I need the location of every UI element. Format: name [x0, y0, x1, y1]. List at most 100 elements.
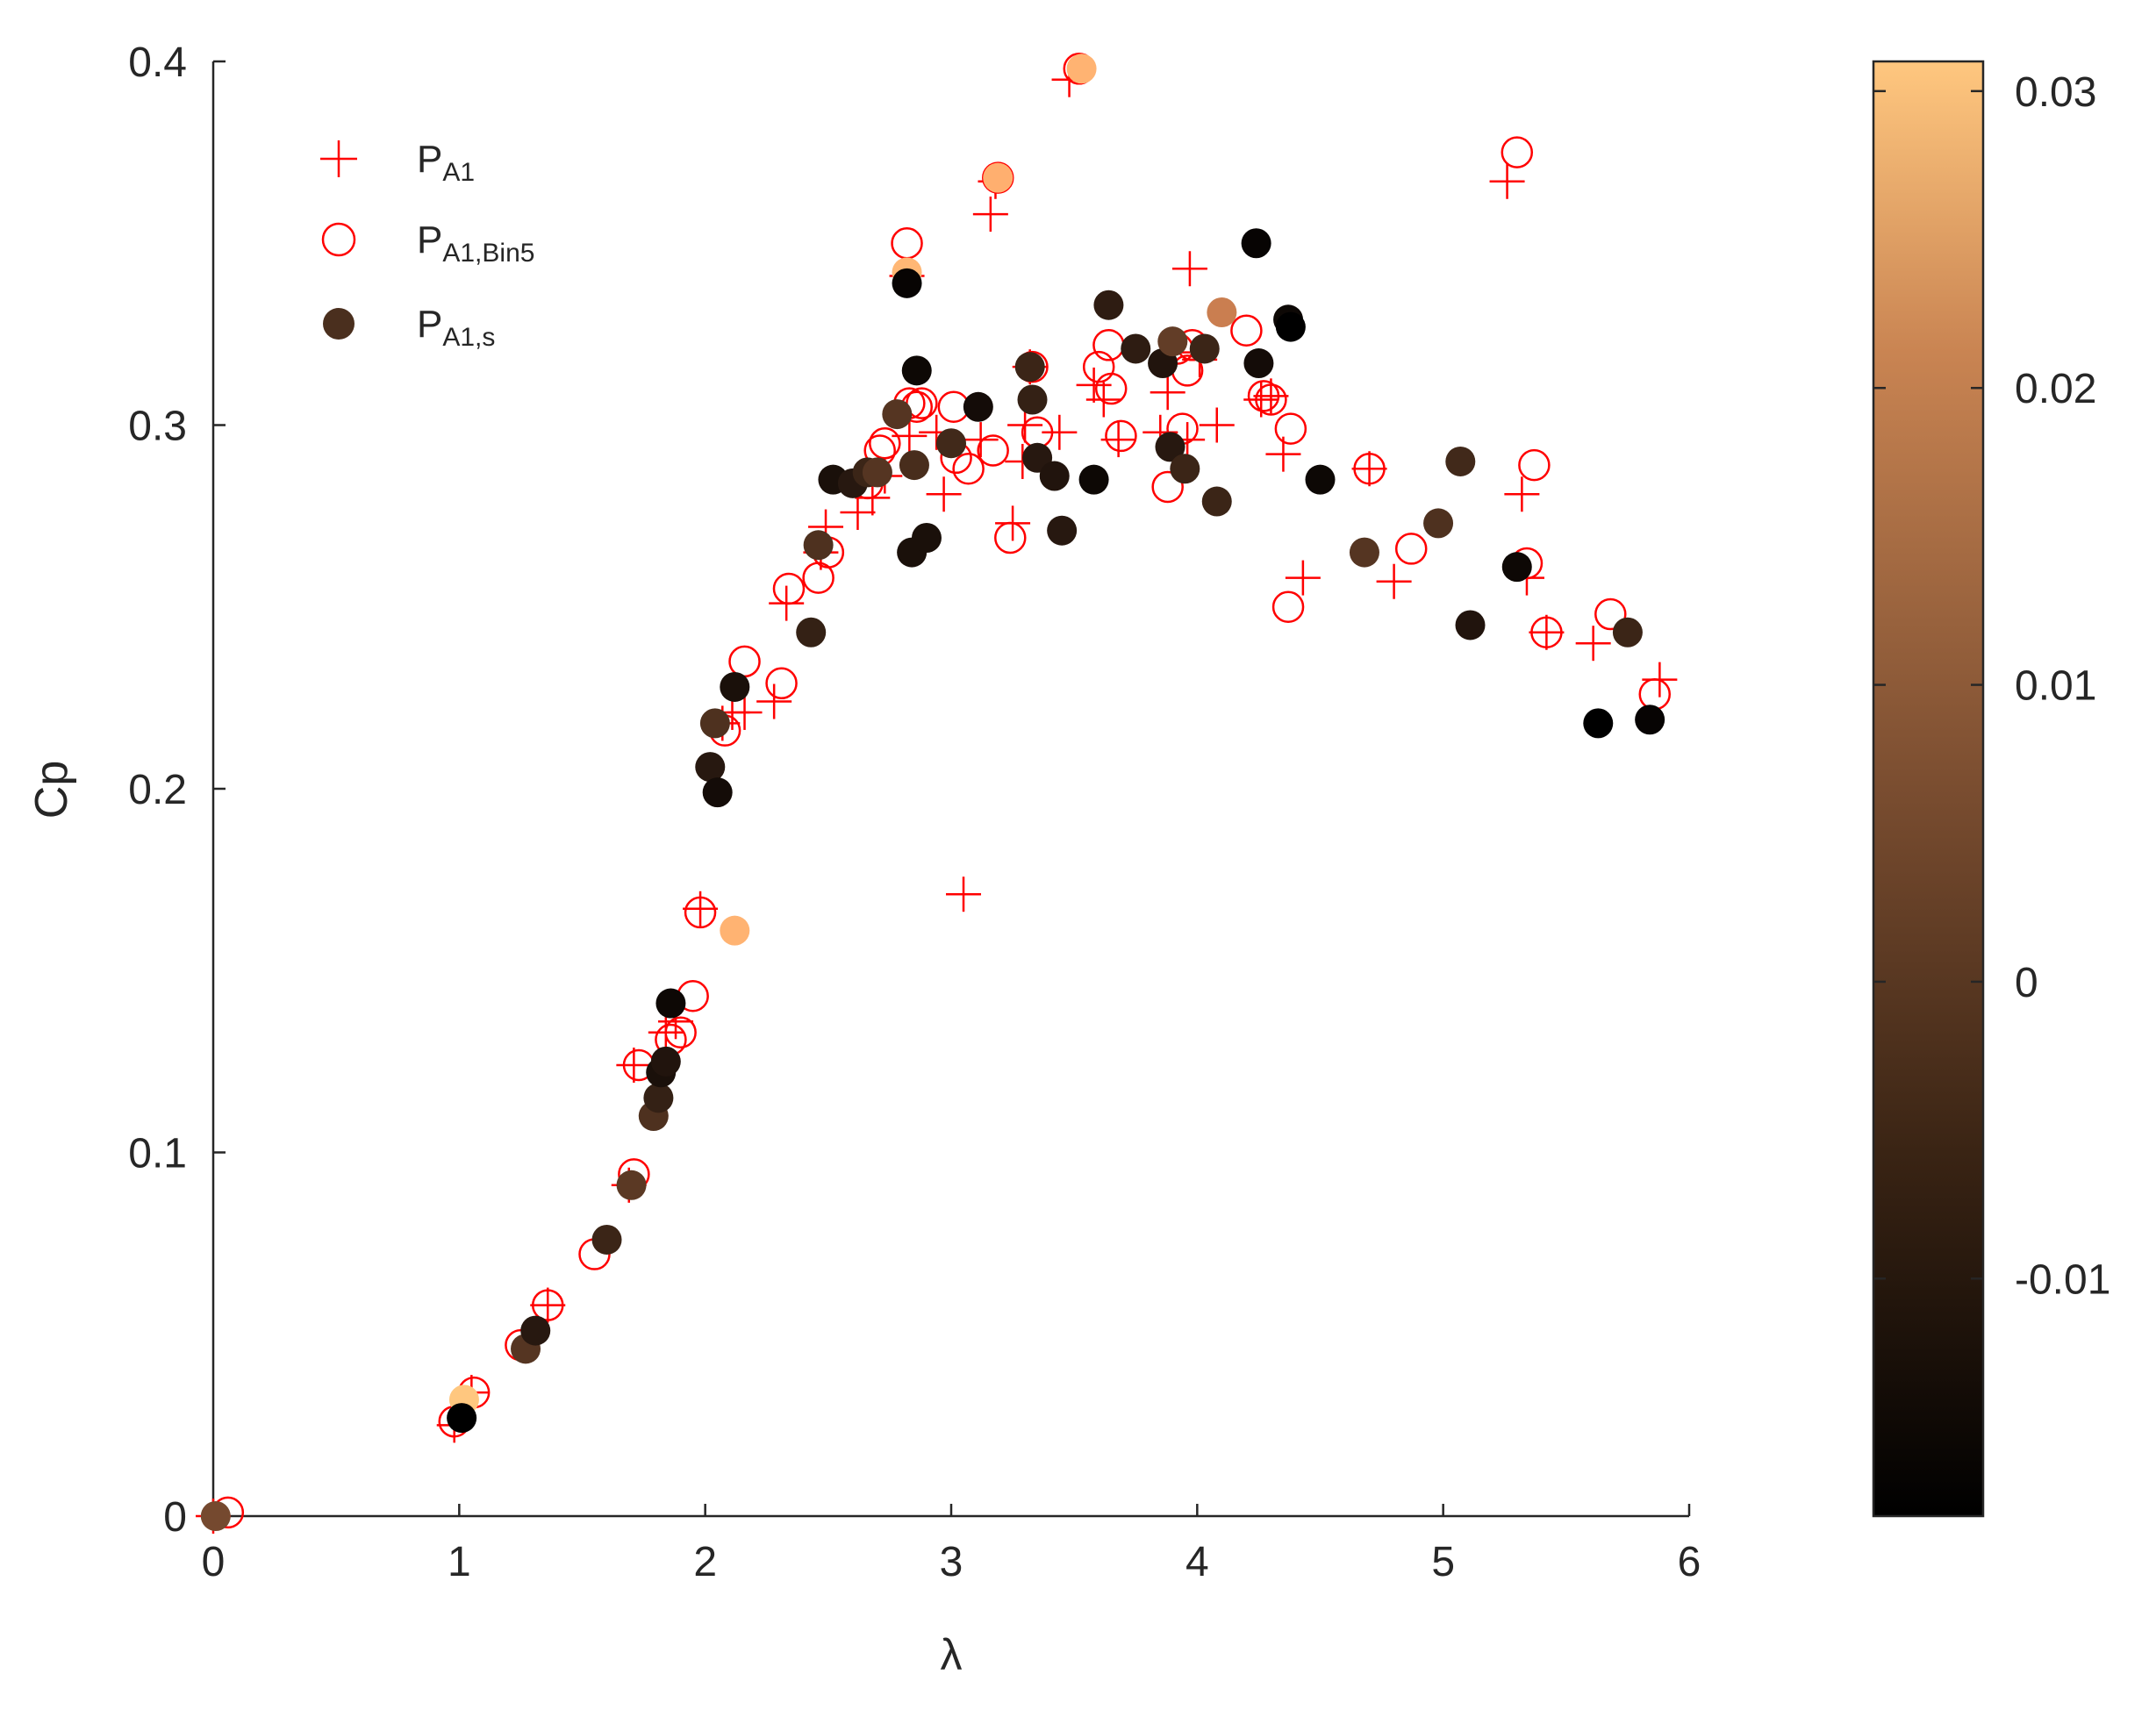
filled-circle-marker	[643, 1083, 674, 1113]
legend-item-pa1: PA1	[320, 138, 475, 187]
y-tick-label: 0	[163, 1494, 187, 1541]
filled-circle-marker	[911, 522, 942, 553]
filled-circle-marker	[655, 988, 686, 1019]
x-tick-label: 1	[448, 1539, 471, 1585]
x-tick-label: 2	[693, 1539, 717, 1585]
y-tick-label: 0.4	[128, 39, 187, 86]
filled-circle-marker	[1612, 617, 1643, 648]
y-tick-label: 0.1	[128, 1131, 187, 1177]
plus-marker	[616, 1048, 652, 1084]
filled-circle-marker	[1241, 228, 1271, 259]
plus-marker	[756, 683, 792, 719]
filled-circle-marker	[1207, 297, 1237, 328]
plus-marker	[1042, 414, 1078, 450]
filled-circle-marker	[862, 457, 892, 488]
filled-circle-marker	[720, 915, 750, 946]
open-circle-marker	[1518, 448, 1551, 482]
y-ticks: 0 0.1 0.2 0.3 0.4	[128, 39, 226, 1541]
filled-circle-marker	[796, 617, 827, 648]
plus-marker	[1199, 407, 1235, 443]
open-circle-marker	[977, 434, 1009, 467]
open-circle-marker	[994, 521, 1027, 554]
filled-circle-marker	[899, 450, 929, 481]
plus-marker	[1150, 375, 1185, 411]
open-circle-marker	[1501, 136, 1534, 168]
filled-circle-marker	[1455, 610, 1486, 640]
filled-circle-marker	[983, 162, 1014, 193]
series-pa1	[196, 61, 1678, 1534]
plus-marker	[1171, 251, 1207, 287]
open-circle-marker	[952, 452, 985, 485]
filled-circle-marker	[1157, 326, 1188, 357]
legend: PA1 PA1,Bin5 PA1,s	[320, 138, 534, 352]
filled-circle-marker	[616, 1170, 647, 1200]
colorbar-tick-label: 0.02	[2015, 366, 2096, 412]
filled-circle-marker	[901, 355, 932, 386]
filled-circle-marker	[1445, 446, 1476, 476]
filled-circle-marker	[695, 752, 726, 783]
colorbar-ticks: -0.01 0 0.01 0.02 0.03	[1873, 69, 2110, 1303]
filled-circle-marker	[1014, 352, 1045, 383]
filled-circle-marker	[1039, 461, 1070, 491]
filled-circle-marker	[1501, 552, 1532, 583]
x-tick-label: 6	[1678, 1539, 1701, 1585]
filled-circle-marker	[1583, 708, 1614, 739]
legend-label-pa1: PA1	[417, 138, 475, 187]
filled-circle-marker	[1170, 454, 1200, 484]
legend-item-pa1-bin5: PA1,Bin5	[321, 218, 534, 268]
x-tick-label: 4	[1185, 1539, 1209, 1585]
filled-circle-marker	[1078, 464, 1109, 495]
open-circle-marker	[1394, 533, 1428, 565]
plus-marker	[1076, 367, 1112, 403]
filled-circle-marker	[1305, 464, 1336, 495]
legend-filled-circle-marker	[323, 308, 355, 340]
colorbar-gradient	[1872, 60, 1985, 1518]
plus-marker	[1285, 560, 1321, 596]
open-circle-marker	[1247, 380, 1280, 412]
open-circle-marker	[1230, 314, 1263, 347]
filled-circle-marker	[1189, 333, 1220, 364]
filled-circle-marker	[1201, 486, 1232, 517]
filled-circle-marker	[591, 1224, 622, 1255]
open-circle-marker	[1530, 616, 1563, 649]
legend-label-pa1-s: PA1,s	[417, 303, 495, 352]
filled-circle-marker	[936, 428, 966, 459]
colorbar: -0.01 0 0.01 0.02 0.03	[1872, 60, 2110, 1518]
open-circle-marker	[891, 227, 923, 260]
open-circle-marker	[728, 645, 761, 678]
filled-circle-marker	[702, 777, 733, 808]
legend-label-pa1-bin5: PA1,Bin5	[417, 218, 534, 268]
filled-circle-marker	[1423, 508, 1454, 539]
filled-circle-marker	[720, 671, 750, 702]
open-circle-marker	[1594, 597, 1627, 631]
plus-marker	[946, 876, 982, 912]
filled-circle-marker	[520, 1315, 551, 1346]
filled-circle-marker	[963, 391, 993, 422]
open-circle-marker	[1271, 590, 1305, 623]
x-ticks: 0 1 2 3 4 5 6	[202, 1504, 1701, 1585]
y-axis-label: Cp	[26, 761, 77, 819]
filled-circle-marker	[650, 1046, 681, 1077]
filled-circle-marker	[200, 1501, 231, 1531]
plus-marker	[1489, 163, 1525, 199]
filled-circle-marker	[1275, 311, 1306, 342]
y-tick-label: 0.2	[128, 767, 187, 813]
open-circle-marker	[1274, 412, 1307, 445]
filled-circle-marker	[1066, 54, 1097, 84]
open-circle-marker	[532, 1289, 564, 1321]
filled-circle-marker	[1093, 290, 1124, 320]
legend-open-circle-marker	[321, 222, 356, 257]
plus-marker	[727, 694, 763, 730]
open-circle-marker	[684, 896, 717, 929]
legend-item-pa1-s: PA1,s	[323, 303, 495, 352]
open-circle-marker	[772, 572, 806, 605]
filled-circle-marker	[1243, 348, 1274, 379]
filled-circle-marker	[803, 530, 834, 561]
filled-circle-marker	[892, 268, 922, 298]
filled-circle-marker	[699, 708, 730, 739]
filled-circle-marker	[1349, 537, 1379, 568]
filled-circle-marker	[447, 1403, 477, 1434]
plus-marker	[972, 197, 1008, 233]
colorbar-tick-label: 0.01	[2015, 663, 2096, 710]
